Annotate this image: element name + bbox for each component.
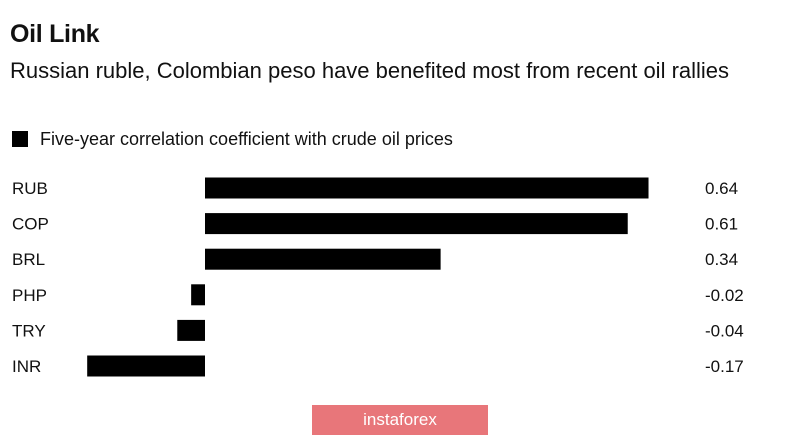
chart-subtitle: Russian ruble, Colombian peso have benef… — [10, 58, 730, 83]
bar-brl — [205, 248, 441, 270]
legend-swatch — [12, 131, 28, 147]
bar-cop — [205, 213, 628, 235]
bar-inr — [87, 355, 205, 377]
legend: Five-year correlation coefficient with c… — [12, 128, 453, 150]
watermark-badge: instaforex — [312, 405, 488, 435]
value-label-php: -0.02 — [705, 286, 744, 305]
value-label-try: -0.04 — [705, 321, 744, 340]
legend-label: Five-year correlation coefficient with c… — [40, 128, 453, 149]
value-label-rub: 0.64 — [705, 179, 738, 198]
bar-rub — [205, 177, 649, 199]
category-label-try: TRY — [12, 321, 46, 340]
category-label-inr: INR — [12, 357, 41, 376]
value-label-cop: 0.61 — [705, 215, 738, 234]
bar-try — [177, 319, 205, 341]
category-label-php: PHP — [12, 286, 47, 305]
value-label-inr: -0.17 — [705, 357, 744, 376]
value-label-brl: 0.34 — [705, 250, 738, 269]
category-label-rub: RUB — [12, 179, 48, 198]
category-label-brl: BRL — [12, 250, 45, 269]
bar-chart: RUB 0.64 COP 0.61 BRL 0.34 PHP -0.02 TRY -0.04 INR… — [12, 177, 744, 377]
category-label-cop: COP — [12, 215, 49, 234]
bar-php — [191, 284, 205, 306]
chart-title: Oil Link — [10, 20, 100, 48]
